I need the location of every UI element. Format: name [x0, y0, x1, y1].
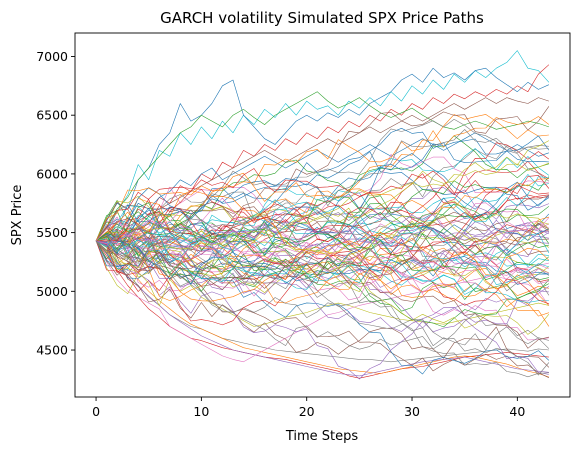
series-line-20 — [95, 220, 550, 292]
series-line-91 — [95, 232, 550, 295]
series-line-86 — [96, 205, 550, 257]
y-tick-label: 6000 — [36, 166, 68, 181]
series-line-81 — [96, 222, 549, 285]
series-line-64 — [95, 176, 550, 279]
series-line-44 — [96, 208, 550, 292]
y-tick-label: 5500 — [36, 225, 68, 240]
x-tick-label: 10 — [193, 404, 209, 419]
x-tick-label: 0 — [92, 404, 100, 419]
series-line-76 — [95, 219, 549, 267]
y-tick-label: 5000 — [36, 284, 68, 299]
x-axis-ticks: 0 10 20 30 40 — [92, 397, 525, 419]
series-line-3 — [95, 91, 549, 241]
series-line-9 — [95, 240, 549, 363]
series-line-32 — [95, 240, 550, 375]
x-tick-label: 20 — [299, 404, 315, 419]
series-line-62 — [95, 207, 549, 285]
series-line-84 — [95, 196, 550, 250]
series-line-66 — [96, 234, 550, 332]
chart-title: GARCH volatility Simulated SPX Price Pat… — [160, 9, 484, 27]
series-line-57 — [96, 223, 550, 287]
series-line-2 — [95, 67, 550, 241]
series-line-73 — [95, 231, 550, 302]
series-line-34 — [95, 135, 549, 241]
series-line-49 — [95, 119, 550, 242]
series-line-92 — [95, 212, 550, 285]
series-line-38 — [95, 154, 549, 261]
series-line-26 — [95, 231, 549, 288]
series-line-82 — [95, 128, 549, 241]
series-group — [95, 50, 550, 380]
series-line-87 — [95, 222, 550, 290]
series-line-48 — [96, 220, 550, 301]
y-axis-title: SPX Price — [10, 185, 25, 246]
series-line-37 — [95, 195, 549, 251]
series-line-11 — [95, 97, 549, 242]
series-line-88 — [96, 235, 549, 293]
y-tick-label: 4500 — [36, 343, 68, 358]
series-line-31 — [96, 148, 550, 243]
series-line-29 — [95, 145, 549, 250]
series-line-51 — [96, 233, 549, 303]
series-line-94 — [95, 202, 549, 257]
series-line-40 — [96, 240, 550, 335]
series-line-27 — [95, 240, 550, 368]
series-line-77 — [95, 106, 550, 269]
y-tick-label: 6500 — [36, 108, 68, 123]
series-line-6 — [95, 240, 549, 378]
series-line-13 — [95, 216, 549, 283]
x-axis-title: Time Steps — [285, 429, 359, 444]
series-line-18 — [96, 234, 549, 341]
series-line-98 — [95, 197, 550, 285]
series-line-63 — [95, 225, 550, 327]
plot-frame — [74, 32, 571, 398]
series-line-36 — [95, 187, 550, 253]
series-line-1 — [95, 64, 550, 242]
series-line-85 — [96, 240, 550, 326]
series-line-90 — [96, 200, 550, 270]
series-line-96 — [95, 219, 549, 256]
y-tick-label: 7000 — [36, 49, 68, 64]
series-line-97 — [95, 227, 549, 349]
series-line-53 — [95, 116, 550, 243]
series-line-99 — [95, 129, 549, 251]
series-line-46 — [95, 240, 549, 380]
series-line-95 — [96, 168, 550, 242]
series-line-60 — [95, 162, 550, 265]
series-line-21 — [95, 218, 549, 272]
series-line-55 — [95, 142, 550, 254]
y-axis-ticks: 4500 5000 5500 6000 6500 7000 — [36, 49, 75, 358]
series-line-58 — [95, 221, 550, 279]
x-tick-label: 30 — [404, 404, 420, 419]
series-line-89 — [95, 211, 550, 296]
series-line-68 — [95, 226, 550, 306]
series-line-71 — [96, 176, 549, 244]
series-line-69 — [95, 240, 549, 351]
series-line-75 — [95, 184, 549, 242]
series-line-17 — [95, 240, 550, 378]
series-line-0 — [95, 50, 550, 242]
series-line-80 — [95, 140, 550, 249]
x-tick-label: 40 — [509, 404, 525, 419]
